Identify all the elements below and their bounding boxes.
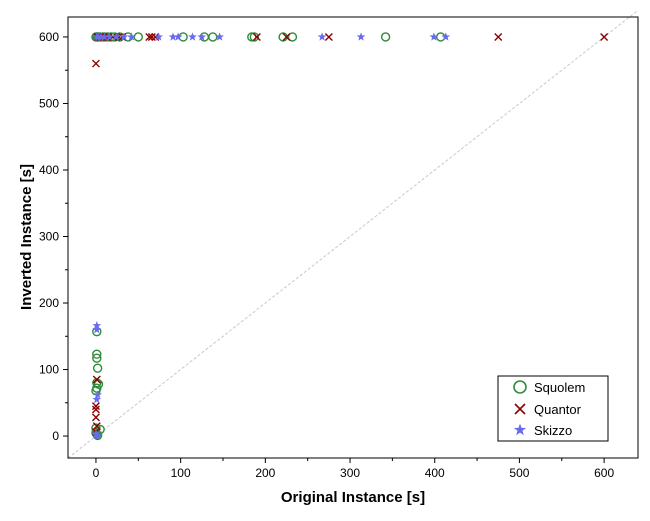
- y-tick-label: 300: [39, 230, 59, 244]
- skizzo-point: [100, 32, 109, 41]
- y-tick-label: 100: [39, 363, 59, 377]
- squolem-point: [249, 32, 260, 42]
- x-tick-label: 200: [255, 466, 275, 480]
- quantor-point: [92, 375, 101, 384]
- skizzo-point: [96, 32, 106, 41]
- squolem-point: [92, 363, 103, 373]
- skizzo-point: [168, 32, 178, 41]
- skizzo-point: [173, 32, 183, 41]
- skizzo-point: [356, 32, 366, 41]
- skizzo-point: [154, 32, 163, 41]
- quantor-point: [145, 32, 154, 41]
- legend-skizzo-label: Skizzo: [534, 423, 572, 438]
- skizzo-point: [111, 32, 121, 41]
- x-axis-title: Original Instance [s]: [281, 489, 425, 506]
- legend-squolem-label: Squolem: [534, 380, 585, 395]
- quantor-point: [91, 402, 100, 411]
- quantor-point: [91, 413, 100, 422]
- quantor-point: [147, 32, 156, 41]
- skizzo-point: [93, 431, 103, 440]
- squolem-point: [208, 32, 218, 42]
- quantor-point: [324, 32, 333, 41]
- y-tick-label: 0: [52, 429, 59, 443]
- axis-ticks-layer: 0 100 200 300 400 500 600 0 100 200 300 400 500 600: [39, 30, 614, 480]
- skizzo-point: [105, 32, 114, 41]
- squolem-point: [92, 353, 102, 363]
- skizzo-point: [127, 32, 136, 41]
- quantor-point: [252, 32, 261, 41]
- skizzo-point: [92, 325, 102, 334]
- skizzo-point: [215, 32, 224, 41]
- legend-quantor-marker: [514, 403, 526, 415]
- diagonal-reference-line: [67, 9, 639, 459]
- x-tick-label: 0: [93, 466, 100, 480]
- plot-frame: [67, 16, 639, 459]
- skizzo-point: [441, 32, 451, 41]
- squolem-point: [92, 430, 103, 441]
- y-tick-label: 500: [39, 96, 59, 110]
- y-axis-title: Inverted Instance [s]: [18, 164, 35, 310]
- skizzo-point: [188, 32, 197, 41]
- squolem-point: [92, 349, 102, 359]
- quantor-point: [91, 405, 100, 414]
- y-tick-label: 200: [39, 296, 59, 310]
- x-tick-label: 400: [425, 466, 445, 480]
- legend-box: [497, 375, 609, 442]
- squolem-point: [133, 32, 143, 42]
- y-tick-label: 400: [39, 163, 59, 177]
- diagonal-layer: [67, 9, 639, 459]
- skizzo-point: [93, 390, 103, 399]
- x-tick-label: 600: [594, 466, 614, 480]
- legend-skizzo-marker: [513, 423, 527, 436]
- data-points-layer: [91, 32, 609, 441]
- legend-quantor-label: Quantor: [534, 402, 582, 417]
- x-tick-label: 300: [340, 466, 360, 480]
- skizzo-point: [92, 394, 102, 404]
- skizzo-point: [317, 32, 327, 41]
- quantor-point: [600, 32, 609, 41]
- legend-squolem-marker: [513, 380, 527, 394]
- skizzo-point: [429, 32, 439, 41]
- quantor-point: [282, 32, 291, 41]
- quantor-point: [91, 59, 100, 68]
- quantor-point: [494, 32, 503, 41]
- squolem-point: [287, 32, 298, 42]
- squolem-point: [380, 32, 391, 42]
- x-tick-label: 500: [509, 466, 529, 480]
- skizzo-point: [197, 32, 207, 41]
- x-tick-label: 100: [171, 466, 191, 480]
- y-tick-label: 600: [39, 30, 59, 44]
- squolem-point: [247, 32, 257, 42]
- skizzo-point: [119, 32, 129, 41]
- legend: Squolem Quantor Skizzo: [497, 375, 609, 442]
